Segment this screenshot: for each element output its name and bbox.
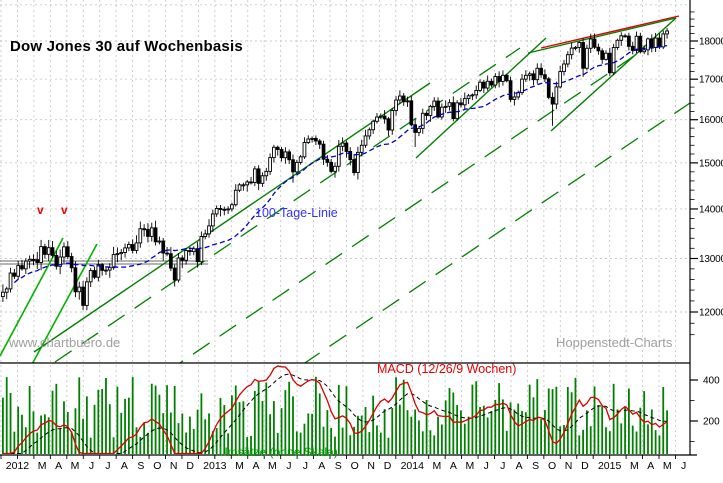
x-axis-month-label: N (367, 460, 375, 472)
x-axis-month-label: M (71, 460, 80, 472)
v-mark-icon: v (37, 203, 44, 217)
x-axis-month-label: A (516, 460, 523, 472)
x-axis-month-label: N (565, 460, 573, 472)
y-axis-label: 12000 (699, 308, 723, 319)
x-axis-month-label: M (663, 460, 672, 472)
x-axis-month-label: J (500, 460, 505, 472)
x-axis-month-label: S (335, 460, 342, 472)
y-axis-label: 14000 (699, 204, 723, 215)
y-axis-label: 17000 (699, 75, 723, 86)
x-axis-month-label: A (252, 460, 259, 472)
trend-line-parallel-dashed-2 (178, 51, 641, 363)
x-axis-month-label: M (465, 460, 474, 472)
x-axis-month-label: J (89, 460, 94, 472)
macd-label: MACD (12/26/9 Wochen) (377, 362, 517, 376)
y-axis-label: 16000 (699, 115, 723, 126)
x-axis-month-label: A (55, 460, 62, 472)
x-axis-month-label: A (450, 460, 457, 472)
axes: 18000 17000 16000 15000 14000 13000 12000 400 20… (0, 0, 723, 472)
trend-line-wedge-upper (527, 17, 677, 54)
x-axis-month-label: S (532, 460, 539, 472)
y-axis-lower-label: 400 (703, 376, 720, 387)
x-axis-month-label: J (681, 460, 686, 472)
x-axis-month-label: J (286, 460, 291, 472)
lower-panel (2, 365, 668, 454)
volume-label: Umsätze (ohne Skala) (219, 445, 338, 459)
trend-line-parallel-dashed-1 (54, 47, 521, 363)
trend-line-parallel-dashed-3 (303, 102, 690, 363)
x-axis-year-label: 2014 (401, 460, 425, 472)
ma-line-label: 100-Tage-Linie (255, 206, 338, 220)
x-axis-month-label: J (484, 460, 489, 472)
x-axis-month-label: S (137, 460, 144, 472)
macd-signal-line (2, 373, 668, 454)
macd-line (2, 365, 668, 454)
y-axis-label: 13000 (699, 254, 723, 265)
x-axis-month-label: M (433, 460, 442, 472)
chart-title: Dow Jones 30 auf Wochenbasis (10, 38, 243, 55)
watermark-chartbuero: www.chartbuero.de (9, 335, 121, 350)
ma-line (13, 44, 668, 284)
x-axis-month-label: M (235, 460, 244, 472)
x-axis-month-label: A (318, 460, 325, 472)
x-axis-month-label: O (351, 460, 359, 472)
x-axis-year-label: 2013 (203, 460, 227, 472)
watermark-hoppenstedt: Hoppenstedt-Charts (556, 335, 673, 350)
x-axis-month-label: J (303, 460, 308, 472)
trend-line-primary-uptrend (33, 82, 431, 353)
trend-line-secondary-uptrend-2014 (415, 37, 547, 159)
y-axis-label: 15000 (699, 158, 723, 169)
x-axis-month-label: A (647, 460, 654, 472)
y-axis-lower-label: 200 (703, 417, 720, 428)
x-axis-month-label: N (170, 460, 178, 472)
y-axis-label: 18000 (699, 36, 723, 47)
x-axis-month-label: D (384, 460, 392, 472)
x-axis-year-label: 2012 (6, 460, 30, 472)
price-candles (1, 28, 669, 311)
x-axis-month-label: M (268, 460, 277, 472)
trend-lines (0, 15, 690, 363)
x-axis-month-label: J (105, 460, 110, 472)
x-axis-month-label: D (186, 460, 194, 472)
x-axis-month-label: O (153, 460, 161, 472)
x-axis-month-label: A (121, 460, 128, 472)
trend-line-resistance (540, 15, 680, 49)
support-double-line (0, 260, 208, 265)
x-axis-month-label: M (630, 460, 639, 472)
x-axis-month-label: M (38, 460, 47, 472)
v-mark-icon: v (61, 203, 68, 217)
trend-line-steep-broken-trend-1 (0, 237, 64, 357)
x-axis-year-label: 2015 (598, 460, 622, 472)
x-axis-month-label: D (581, 460, 589, 472)
x-axis-month-label: O (548, 460, 556, 472)
